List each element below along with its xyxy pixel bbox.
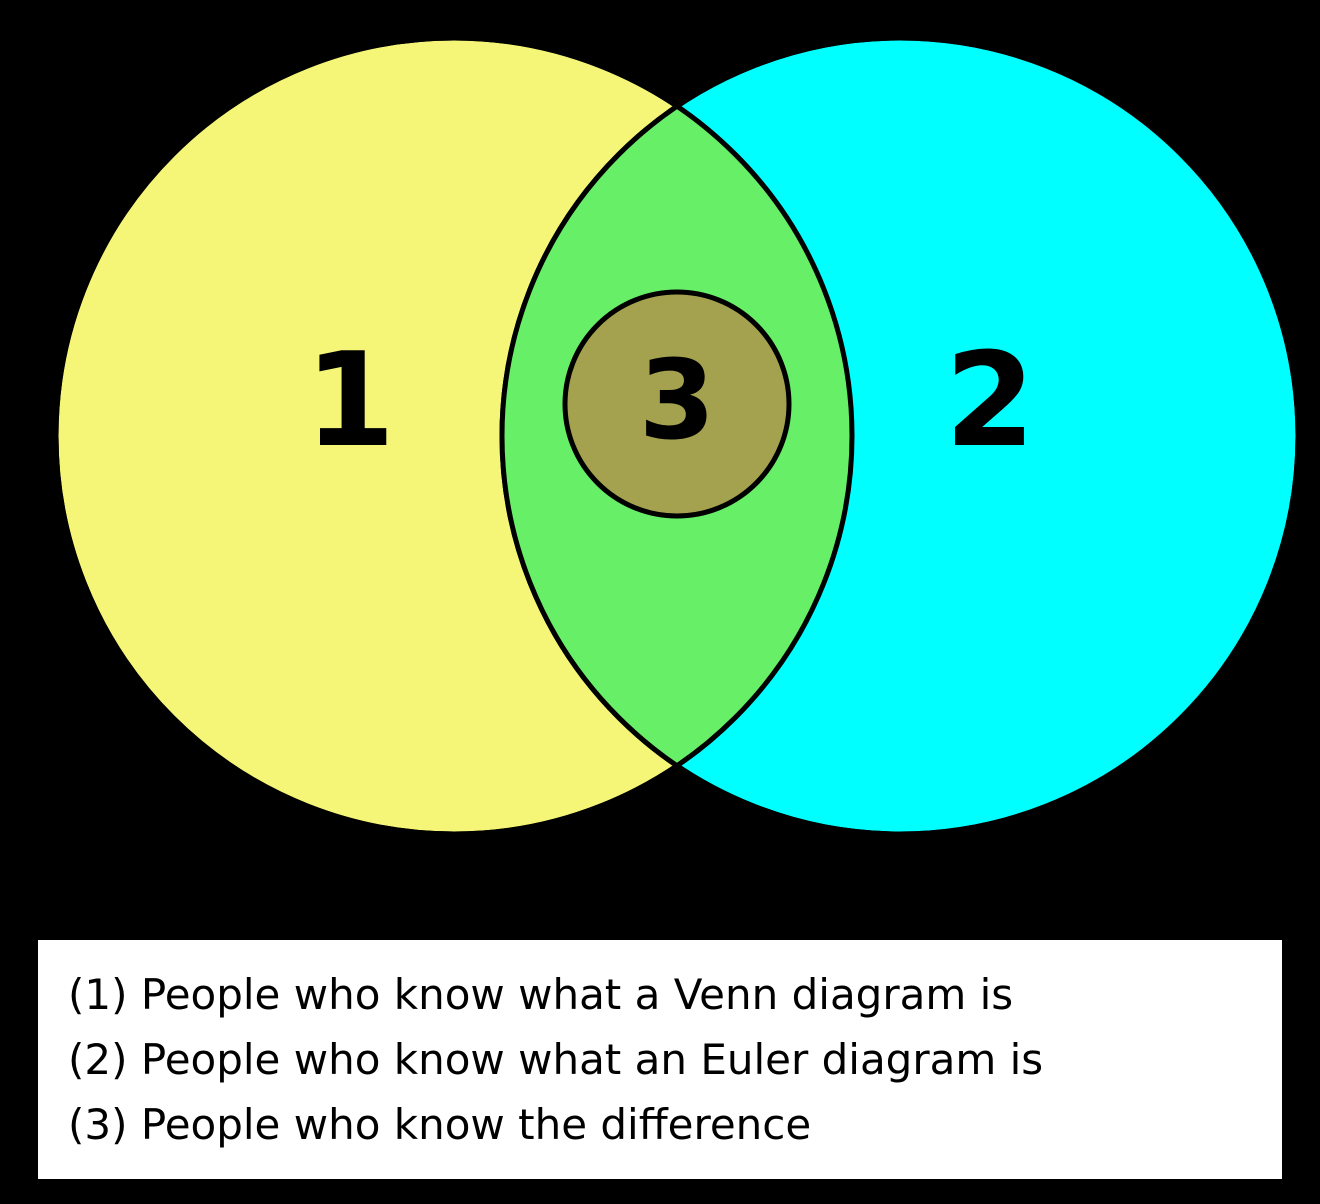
venn-label-2: 2 [945, 324, 1035, 476]
legend-box: (1) People who know what a Venn diagram … [38, 940, 1282, 1179]
legend-item-1: (1) People who know what a Venn diagram … [68, 962, 1252, 1027]
legend-item-2: (2) People who know what an Euler diagra… [68, 1027, 1252, 1092]
legend-text-2: People who know what an Euler diagram is [141, 1035, 1043, 1084]
legend-text-3: People who know the difference [141, 1100, 811, 1149]
venn-label-3: 3 [639, 336, 716, 464]
legend-marker-3: (3) [68, 1100, 128, 1149]
legend-marker-1: (1) [68, 970, 128, 1019]
legend-text-1: People who know what a Venn diagram is [141, 970, 1013, 1019]
legend-marker-2: (2) [68, 1035, 128, 1084]
legend-item-3: (3) People who know the difference [68, 1092, 1252, 1157]
venn-label-1: 1 [305, 324, 395, 476]
